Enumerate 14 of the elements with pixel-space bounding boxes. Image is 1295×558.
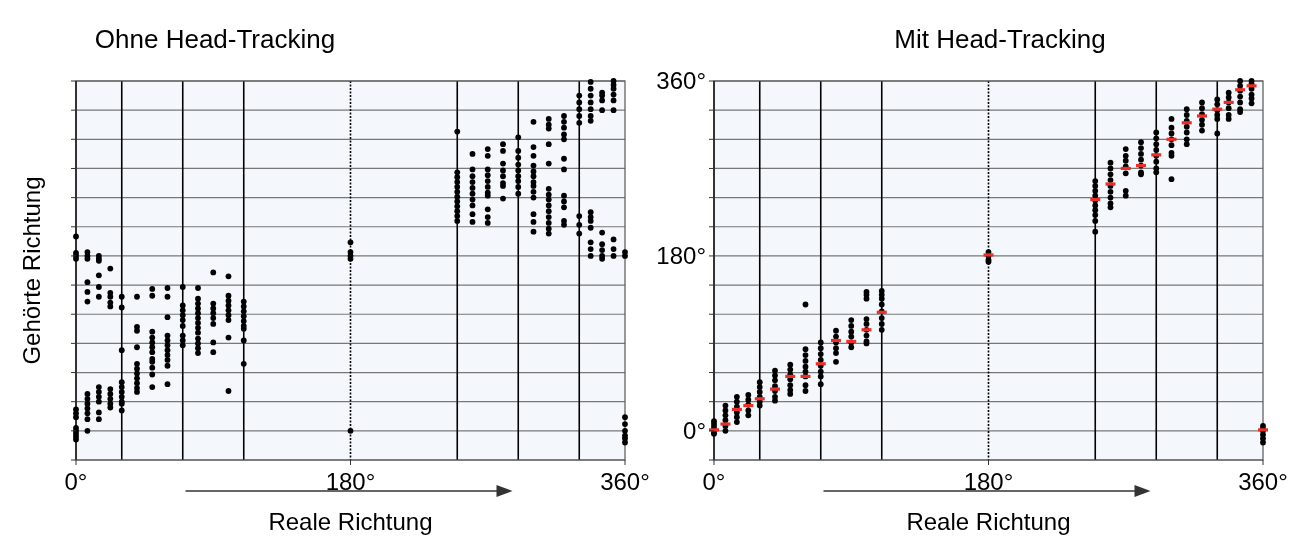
chart-title: Mit Head-Tracking <box>894 24 1106 54</box>
x-axis-title: Reale Richtung <box>268 508 433 535</box>
y-tick-label: 0° <box>683 417 706 445</box>
x-tick-label: 0° <box>702 468 726 495</box>
x-tick-label: 360° <box>1238 468 1288 495</box>
y-axis-title: Gehörte Richtung <box>18 176 45 365</box>
x-axis-title: Reale Richtung <box>906 508 1071 535</box>
y-tick-label: 180° <box>656 242 706 270</box>
x-tick-label: 180° <box>963 468 1014 495</box>
x-tick-label: 180° <box>325 468 376 495</box>
x-tick-label: 0° <box>64 468 88 495</box>
chart-title: Ohne Head-Tracking <box>94 24 336 54</box>
x-tick-label: 360° <box>600 468 650 495</box>
y-tick-label: 360° <box>656 67 706 95</box>
